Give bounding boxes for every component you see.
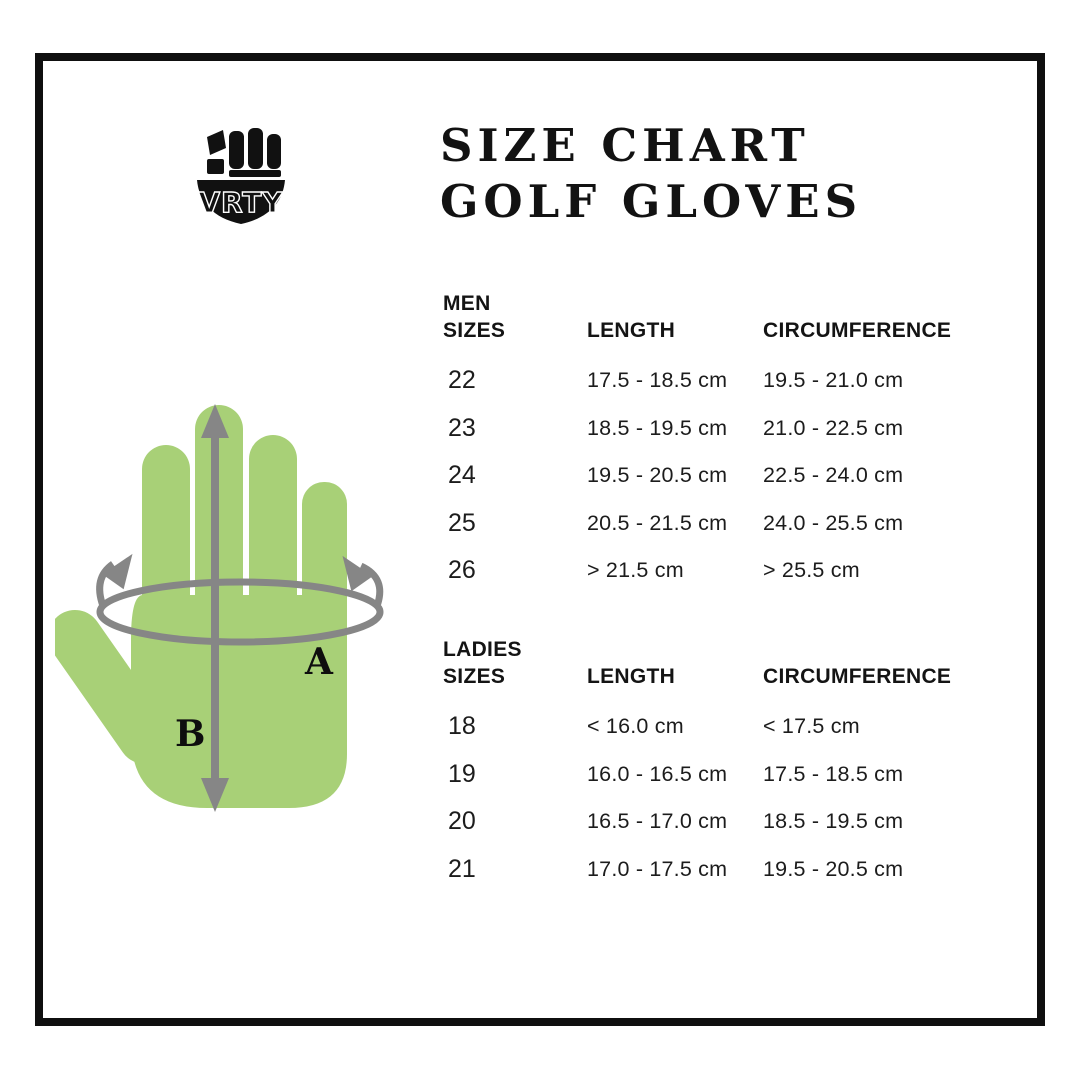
length-cell: 17.5 - 18.5 cm xyxy=(587,368,728,393)
table-row: 25 20.5 - 21.5 cm 24.0 - 25.5 cm xyxy=(443,500,978,548)
table-row: 24 19.5 - 20.5 cm 22.5 - 24.0 cm xyxy=(443,452,978,500)
length-cell: 19.5 - 20.5 cm xyxy=(587,463,728,488)
ladies-group-label: LADIES xyxy=(443,638,522,661)
table-row: 26 > 21.5 cm > 25.5 cm xyxy=(443,547,978,595)
circumference-cell: 24.0 - 25.5 cm xyxy=(763,510,904,535)
men-size-table: MEN SIZES LENGTH CIRCUMFERENCE 22 17.5 -… xyxy=(443,290,978,595)
title-line-2: GOLF GLOVES xyxy=(440,175,863,228)
circumference-cell: 19.5 - 21.0 cm xyxy=(763,368,904,393)
size-cell: 23 xyxy=(448,413,476,442)
size-cell: 21 xyxy=(448,854,476,883)
length-cell: 18.5 - 19.5 cm xyxy=(587,415,728,440)
hand-illustration xyxy=(55,405,347,808)
ladies-table-rows: 18 < 16.0 cm < 17.5 cm 19 16.0 - 16.5 cm… xyxy=(443,703,978,893)
length-cell: 17.0 - 17.5 cm xyxy=(587,856,728,881)
table-row: 23 18.5 - 19.5 cm 21.0 - 22.5 cm xyxy=(443,405,978,453)
size-cell: 26 xyxy=(448,556,476,585)
ladies-circumference-header: CIRCUMFERENCE xyxy=(763,665,952,688)
shield-dome xyxy=(197,180,285,224)
circumference-cell: 18.5 - 19.5 cm xyxy=(763,809,904,834)
size-cell: 20 xyxy=(448,807,476,836)
table-row: 18 < 16.0 cm < 17.5 cm xyxy=(443,703,978,751)
circumference-arrow xyxy=(96,561,384,646)
ladies-length-header: LENGTH xyxy=(587,665,676,688)
men-table-header: MEN SIZES LENGTH CIRCUMFERENCE xyxy=(443,290,978,344)
label-length-b: B xyxy=(175,713,205,755)
ladies-sizes-label: SIZES xyxy=(443,665,506,688)
size-cell: 22 xyxy=(448,366,476,395)
ladies-size-table: LADIES SIZES LENGTH CIRCUMFERENCE 18 < 1… xyxy=(443,636,978,893)
label-circumference-a: A xyxy=(304,641,334,683)
fist-icon xyxy=(207,128,281,177)
table-row: 20 16.5 - 17.0 cm 18.5 - 19.5 cm xyxy=(443,798,978,846)
hand-measure-diagram: A B xyxy=(55,404,384,812)
circumference-cell: 21.0 - 22.5 cm xyxy=(763,415,904,440)
length-cell: 16.5 - 17.0 cm xyxy=(587,809,728,834)
circumference-cell: > 25.5 cm xyxy=(763,558,860,583)
men-sizes-header: MEN SIZES xyxy=(443,290,587,344)
border-frame xyxy=(35,53,1045,1026)
men-group-label: MEN xyxy=(443,292,491,315)
length-cell: 16.0 - 16.5 cm xyxy=(587,761,728,786)
ladies-table-header: LADIES SIZES LENGTH CIRCUMFERENCE xyxy=(443,636,978,690)
size-cell: 24 xyxy=(448,461,476,490)
table-row: 22 17.5 - 18.5 cm 19.5 - 21.0 cm xyxy=(443,357,978,405)
men-length-header: LENGTH xyxy=(587,319,676,342)
size-cell: 19 xyxy=(448,759,476,788)
length-arrow xyxy=(201,404,229,812)
size-cell: 25 xyxy=(448,508,476,537)
length-cell: > 21.5 cm xyxy=(587,558,684,583)
circumference-cell: < 17.5 cm xyxy=(763,714,860,739)
length-cell: < 16.0 cm xyxy=(587,714,684,739)
table-row: 21 17.0 - 17.5 cm 19.5 - 20.5 cm xyxy=(443,846,978,894)
size-cell: 18 xyxy=(448,712,476,741)
circumference-cell: 22.5 - 24.0 cm xyxy=(763,463,904,488)
men-circumference-header: CIRCUMFERENCE xyxy=(763,319,952,342)
circumference-cell: 19.5 - 20.5 cm xyxy=(763,856,904,881)
circumference-cell: 17.5 - 18.5 cm xyxy=(763,761,904,786)
ladies-sizes-header: LADIES SIZES xyxy=(443,636,587,690)
men-sizes-label: SIZES xyxy=(443,319,506,342)
circumference-arrowheads xyxy=(102,553,373,592)
men-table-rows: 22 17.5 - 18.5 cm 19.5 - 21.0 cm 23 18.5… xyxy=(443,357,978,595)
page-title: SIZE CHART GOLF GLOVES xyxy=(440,118,862,230)
logo-wordmark: VRTY xyxy=(198,186,283,219)
brand-logo: VRTY xyxy=(197,128,285,224)
title-line-1: SIZE CHART xyxy=(440,119,810,172)
length-cell: 20.5 - 21.5 cm xyxy=(587,510,728,535)
table-row: 19 16.0 - 16.5 cm 17.5 - 18.5 cm xyxy=(443,751,978,799)
